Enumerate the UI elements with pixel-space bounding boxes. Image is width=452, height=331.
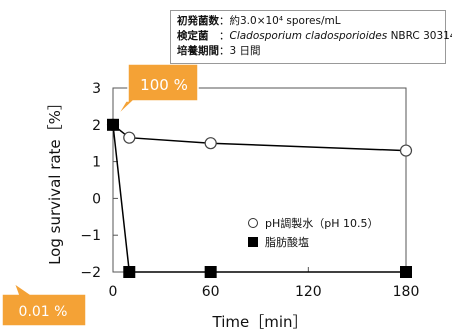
x-tick-label: 0 (109, 284, 118, 300)
y-tick-label: 1 (92, 155, 101, 171)
plot-area (112, 87, 407, 273)
y-tick-label: 2 (92, 118, 101, 134)
series-points (106, 118, 413, 278)
x-axis-label: Time［min］ (212, 313, 308, 331)
data-point-filled-square (204, 266, 217, 278)
info-culture-period: 培養期間：3 日間 (177, 45, 261, 57)
callout-top-text: 100 % (140, 76, 188, 94)
x-tick-label: 180 (393, 284, 420, 300)
data-point-filled-square (123, 266, 136, 278)
info-test-organism-label: 検定菌 (177, 30, 209, 42)
data-point-open-circle (204, 137, 217, 150)
x-axis-ticks: 0 60 120 180 (109, 267, 420, 300)
legend-item-fatty-acid-salt: 脂肪酸塩 (248, 232, 410, 251)
legend-label-ph-water: pH調製水（pH 10.5） (265, 216, 379, 230)
info-test-organism: 検定菌 ：Cladosporium cladosporioides NBRC 3… (177, 29, 452, 44)
info-test-organism-strain: NBRC 30314 (390, 30, 452, 42)
x-tick-label: 60 (202, 284, 220, 300)
y-tick-label: −1 (80, 228, 101, 244)
callout-bottom-text: 0.01 % (19, 304, 68, 320)
chart-legend: pH調製水（pH 10.5） 脂肪酸塩 (248, 213, 410, 257)
data-point-filled-square (107, 118, 119, 131)
info-test-organism-species: Cladosporium cladosporioides (229, 30, 388, 42)
open-circle-marker-icon (248, 217, 258, 228)
filled-square-marker-icon (248, 236, 258, 247)
info-culture-period-label: 培養期間 (177, 45, 219, 57)
y-tick-label: −2 (80, 265, 101, 281)
series-line-0 (112, 124, 407, 152)
y-tick-label: 3 (92, 81, 101, 97)
legend-label-fatty-acid-salt: 脂肪酸塩 (265, 235, 309, 249)
legend-item-ph-water: pH調製水（pH 10.5） (248, 213, 410, 232)
y-tick-label: 0 (92, 191, 101, 207)
info-initial-count-value: 約3.0×10⁴ spores/mL (229, 15, 341, 27)
callout-bottom: 0.01 % (1, 281, 87, 327)
y-axis-label: Log survival rate［%］ (46, 95, 64, 265)
series-lines (112, 124, 407, 273)
callout-top: 100 % (116, 63, 199, 117)
info-initial-count-label: 初発菌数 (177, 15, 219, 27)
series-line-1 (112, 124, 406, 273)
x-tick-label: 120 (295, 284, 322, 300)
data-point-open-circle (123, 131, 136, 144)
experiment-info-box: 初発菌数：約3.0×10⁴ spores/mL 検定菌 ：Cladosporiu… (170, 10, 452, 64)
data-point-filled-square (400, 266, 412, 278)
info-culture-period-value: 3 日間 (229, 45, 261, 57)
info-initial-count: 初発菌数：約3.0×10⁴ spores/mL (177, 15, 341, 27)
data-point-open-circle (399, 144, 413, 157)
y-axis-ticks: 3 2 1 0 −1 −2 (80, 81, 118, 281)
